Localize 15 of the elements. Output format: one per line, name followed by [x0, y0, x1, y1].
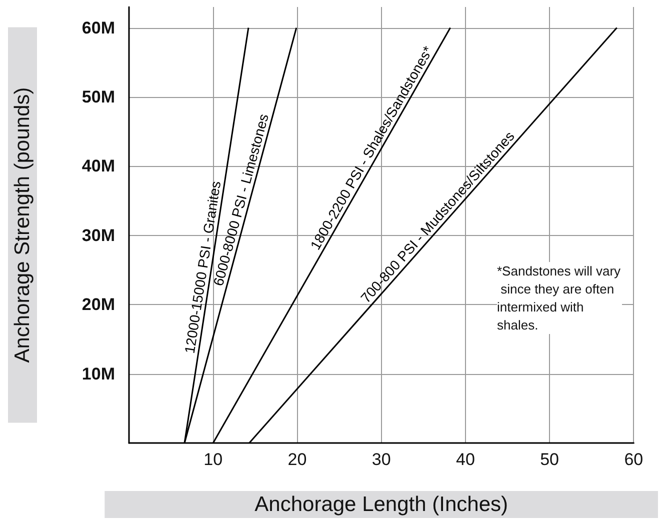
x-tick-label: 40 — [456, 450, 475, 469]
annotation: *Sandstones will vary since they are often intermixed with shales. — [497, 264, 622, 332]
x-tick-label: 30 — [372, 450, 391, 469]
y-tick-label: 60M — [82, 18, 115, 38]
x-axis-title: Anchorage Length (Inches) — [254, 493, 508, 516]
y-tick-label: 10M — [82, 364, 115, 384]
x-tick-label: 20 — [288, 450, 307, 469]
x-tick-label: 60 — [624, 450, 644, 469]
y-tick-label: 20M — [82, 295, 115, 314]
y-tick-label: 30M — [82, 226, 115, 245]
y-axis-title: Anchorage Strength (pounds) — [11, 87, 34, 363]
y-tick-label: 50M — [82, 87, 115, 106]
x-tick-label: 50 — [540, 450, 560, 469]
x-tick-label: 10 — [204, 450, 223, 469]
y-tick-label: 40M — [82, 156, 115, 176]
